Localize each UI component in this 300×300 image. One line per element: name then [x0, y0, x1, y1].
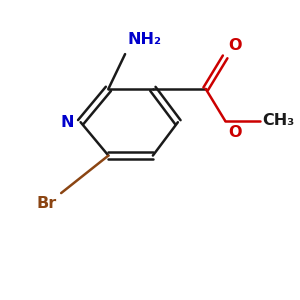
- Text: NH₂: NH₂: [128, 32, 162, 47]
- Text: O: O: [228, 38, 242, 53]
- Text: Br: Br: [37, 196, 57, 211]
- Text: CH₃: CH₃: [263, 113, 295, 128]
- Text: O: O: [228, 125, 242, 140]
- Text: N: N: [60, 115, 74, 130]
